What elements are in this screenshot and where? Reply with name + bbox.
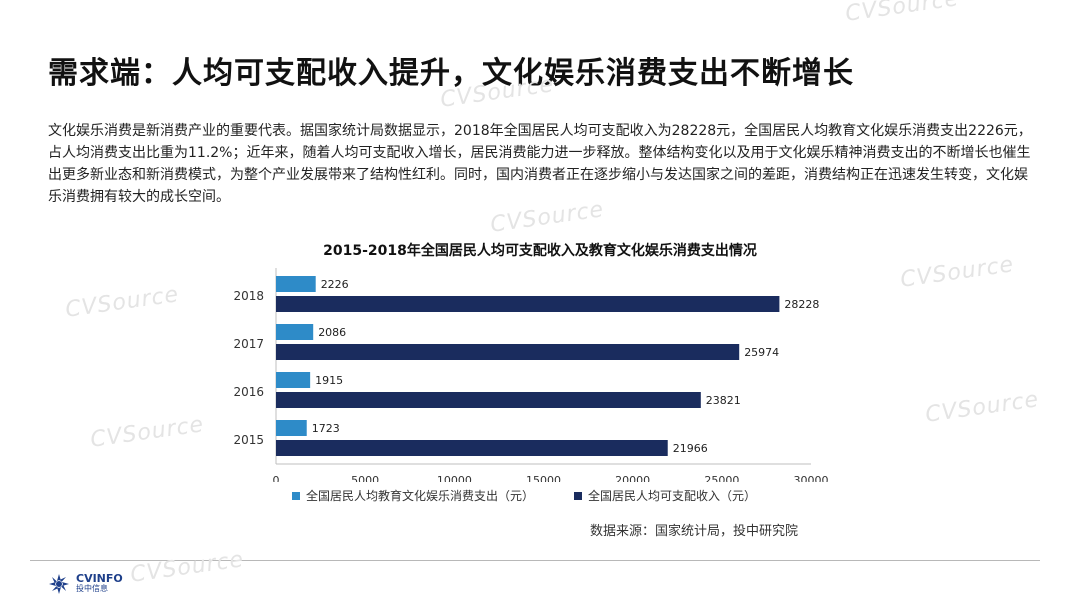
data-label-education-spend: 1915 (315, 374, 343, 387)
intro-paragraph: 文化娱乐消费是新消费产业的重要代表。据国家统计局数据显示，2018年全国居民人均… (48, 123, 1032, 205)
cvinfo-logo-icon (49, 574, 69, 594)
bar-chart: 2018 2226 28228 2017 2086 25974 2016 1915 23821 2… (233, 268, 829, 482)
page-title: 需求端：人均可支配收入提升，文化娱乐消费支出不断增长 (48, 56, 854, 91)
x-tick-label: 0 (273, 474, 280, 482)
x-tick-label: 25000 (704, 474, 739, 482)
bar-education-spend (276, 324, 314, 340)
y-tick-label: 2018 (233, 289, 264, 303)
x-tick-label: 20000 (615, 474, 650, 482)
bar-education-spend (276, 276, 316, 292)
x-tick-label: 10000 (437, 474, 472, 482)
logo-main-text: CVINFO (76, 572, 123, 585)
logo-sub-text: 投中信息 (76, 584, 108, 593)
y-tick-label: 2017 (233, 337, 264, 351)
data-label-education-spend: 1723 (312, 422, 340, 435)
data-label-education-spend: 2086 (318, 326, 346, 339)
data-label-disposable-income: 23821 (706, 394, 741, 407)
data-source: 数据来源：国家统计局，投中研究院 (590, 524, 799, 539)
bar-disposable-income (276, 440, 668, 456)
x-tick-label: 5000 (351, 474, 379, 482)
legend-item-income: 全国居民人均可支配收入（元） (574, 487, 756, 504)
watermark: CVSource (128, 547, 246, 588)
legend-label-income: 全国居民人均可支配收入（元） (588, 489, 757, 503)
bar-disposable-income (276, 344, 740, 360)
chart-legend: 全国居民人均教育文化娱乐消费支出（元） 全国居民人均可支配收入（元） (292, 487, 756, 504)
chart-title: 2015-2018年全国居民人均可支配收入及教育文化娱乐消费支出情况 (323, 243, 757, 259)
data-label-education-spend: 2226 (321, 278, 349, 291)
bar-education-spend (276, 420, 307, 436)
data-label-disposable-income: 28228 (784, 298, 819, 311)
watermark: CVSource (63, 282, 181, 323)
y-tick-label: 2015 (233, 433, 264, 447)
data-label-disposable-income: 21966 (673, 442, 708, 455)
footer-divider (30, 560, 1040, 561)
bar-disposable-income (276, 296, 780, 312)
x-tick-label: 30000 (794, 474, 829, 482)
bar-disposable-income (276, 392, 701, 408)
data-label-disposable-income: 25974 (744, 346, 779, 359)
legend-swatch-education (292, 491, 300, 500)
bar-education-spend (276, 372, 311, 388)
watermark: CVSource (843, 0, 961, 27)
y-tick-label: 2016 (233, 385, 264, 399)
cvinfo-logo: CVINFO 投中信息 (46, 571, 123, 597)
watermark: CVSource (923, 387, 1041, 428)
x-tick-label: 15000 (526, 474, 561, 482)
legend-item-education: 全国居民人均教育文化娱乐消费支出（元） (292, 487, 534, 504)
legend-label-education: 全国居民人均教育文化娱乐消费支出（元） (306, 489, 535, 503)
watermark: CVSource (88, 412, 206, 453)
legend-swatch-income (574, 491, 583, 500)
